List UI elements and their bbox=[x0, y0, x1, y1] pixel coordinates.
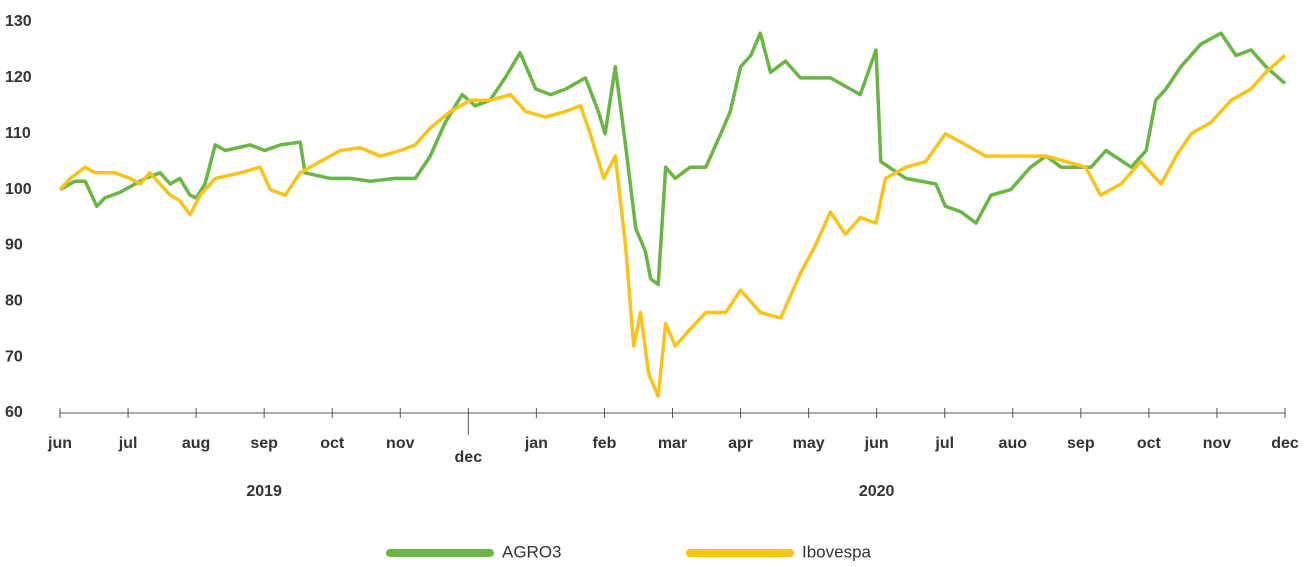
x-tick-label: jun bbox=[47, 435, 72, 452]
x-tick-label: jun bbox=[864, 435, 889, 452]
x-tick-label: nov bbox=[1203, 435, 1232, 452]
x-tick-label: jul bbox=[934, 435, 954, 452]
x-tick-label: oct bbox=[1137, 435, 1162, 452]
x-tick-label: jan bbox=[524, 435, 548, 452]
legend-label: Ibovespa bbox=[802, 542, 872, 561]
x-tick-label: dec bbox=[455, 449, 483, 466]
legend-label: AGRO3 bbox=[502, 542, 562, 561]
y-tick-label: 60 bbox=[5, 404, 23, 421]
series-line bbox=[58, 54, 1287, 398]
y-tick-label: 90 bbox=[5, 237, 23, 254]
y-tick-label: 70 bbox=[5, 348, 23, 365]
y-tick-label: 120 bbox=[5, 69, 32, 86]
x-tick-label: sep bbox=[1067, 435, 1095, 452]
x-tick-label: apr bbox=[728, 435, 753, 452]
y-tick-label: 110 bbox=[5, 125, 31, 142]
x-tick-label: dec bbox=[1271, 435, 1299, 452]
year-label: 2019 bbox=[246, 483, 282, 500]
x-tick-label: may bbox=[793, 435, 825, 452]
series-line bbox=[59, 31, 1287, 287]
x-tick-label: aug bbox=[182, 435, 210, 452]
y-tick-label: 80 bbox=[5, 293, 23, 310]
x-tick-label: sep bbox=[250, 435, 278, 452]
y-tick-label: 100 bbox=[5, 181, 32, 198]
x-tick-label: oct bbox=[320, 435, 345, 452]
x-tick-label: feb bbox=[592, 435, 616, 452]
x-tick-label: auo bbox=[999, 435, 1028, 452]
x-tick-label: mar bbox=[658, 435, 687, 452]
year-label: 2020 bbox=[859, 483, 895, 500]
y-tick-label: 130 bbox=[5, 13, 32, 30]
x-tick-label: nov bbox=[386, 435, 415, 452]
x-tick-label: jul bbox=[118, 435, 138, 452]
